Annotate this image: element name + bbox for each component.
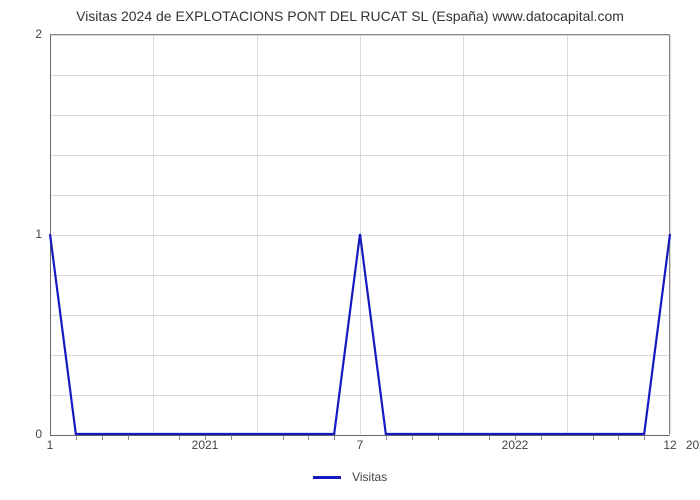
x-tick-minor	[386, 435, 387, 440]
line-series-layer	[50, 34, 670, 434]
x-tick-minor	[593, 435, 594, 440]
legend: Visitas	[0, 469, 700, 484]
x-tick-minor	[76, 435, 77, 440]
x-tick-label: 12	[663, 438, 676, 452]
legend-swatch	[313, 476, 341, 479]
x-axis-line	[50, 435, 670, 436]
x-tick-minor	[412, 435, 413, 440]
y-tick-label: 0	[0, 427, 42, 441]
chart-container: Visitas 2024 de EXPLOTACIONS PONT DEL RU…	[0, 0, 700, 500]
x-tick-minor	[334, 435, 335, 440]
y-tick-label: 1	[0, 227, 42, 241]
x-tick-label: 202	[686, 438, 700, 452]
x-tick-minor	[644, 435, 645, 440]
x-tick-label: 2021	[192, 438, 219, 452]
plot-wrap	[50, 34, 670, 434]
x-tick-minor	[489, 435, 490, 440]
x-tick-minor	[102, 435, 103, 440]
x-tick-label: 2022	[502, 438, 529, 452]
x-tick-minor	[283, 435, 284, 440]
chart-title: Visitas 2024 de EXPLOTACIONS PONT DEL RU…	[0, 0, 700, 28]
x-tick-minor	[179, 435, 180, 440]
x-tick-minor	[231, 435, 232, 440]
y-tick-label: 2	[0, 27, 42, 41]
x-tick-minor	[128, 435, 129, 440]
x-tick-label: 1	[47, 438, 54, 452]
x-tick-minor	[541, 435, 542, 440]
x-tick-minor	[308, 435, 309, 440]
x-tick-label: 7	[357, 438, 364, 452]
legend-label: Visitas	[352, 470, 387, 484]
series-line-visitas	[50, 234, 670, 434]
x-tick-minor	[438, 435, 439, 440]
x-tick-minor	[618, 435, 619, 440]
